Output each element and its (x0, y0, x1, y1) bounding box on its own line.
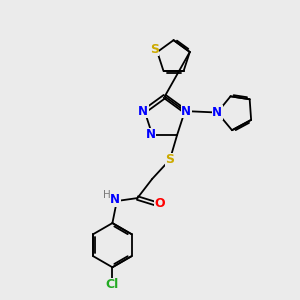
Text: N: N (146, 128, 156, 141)
Text: H: H (103, 190, 110, 200)
Text: Cl: Cl (106, 278, 119, 291)
Text: O: O (155, 197, 165, 211)
Text: N: N (212, 106, 222, 119)
Text: S: S (165, 153, 174, 166)
Text: N: N (138, 105, 148, 118)
Text: N: N (110, 193, 120, 206)
Text: N: N (182, 105, 191, 118)
Text: S: S (150, 43, 159, 56)
